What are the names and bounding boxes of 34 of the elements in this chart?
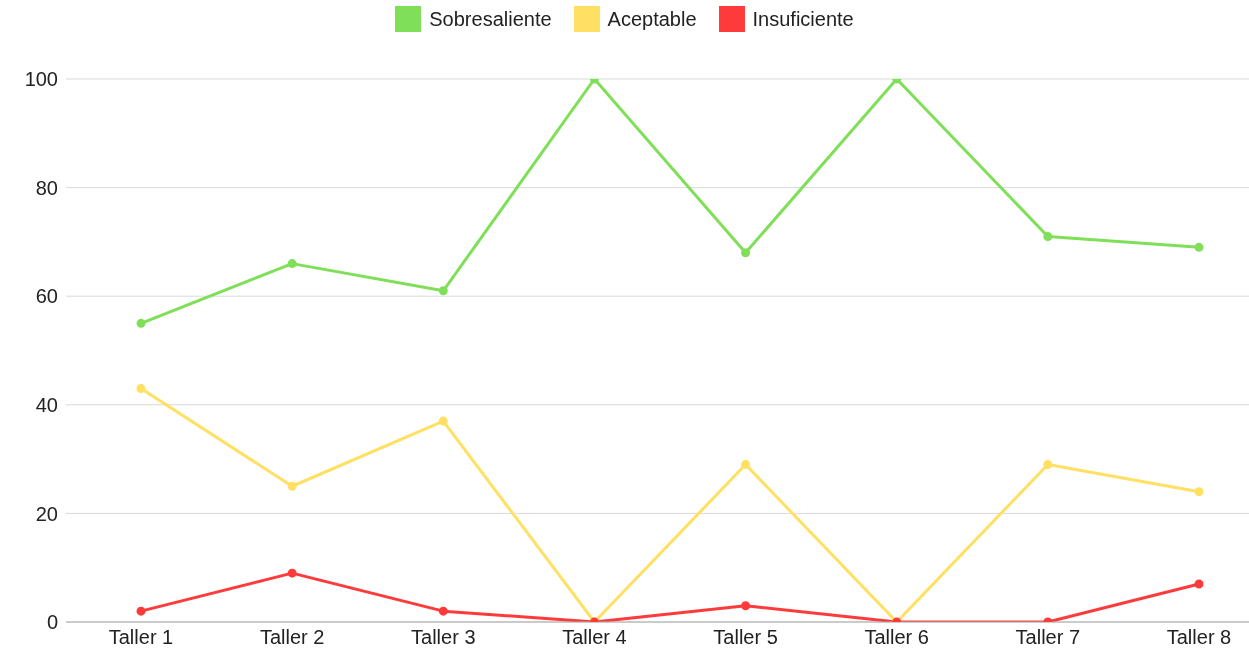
y-tick-label: 40 xyxy=(35,393,58,416)
point xyxy=(438,606,448,616)
x-tick-label: Taller 2 xyxy=(259,626,325,649)
legend-label: Sobresaliente xyxy=(428,6,552,32)
x-tick-label: Taller 7 xyxy=(1015,626,1081,649)
point xyxy=(438,416,448,426)
point xyxy=(287,259,297,269)
y-tick-label: 60 xyxy=(35,285,58,308)
point xyxy=(1194,242,1204,252)
x-tick-label: Taller 1 xyxy=(108,626,174,649)
y-tick-label: 20 xyxy=(35,502,58,525)
point xyxy=(1194,579,1204,589)
y-tick-label: 100 xyxy=(24,68,58,91)
point xyxy=(741,601,751,611)
legend-label: Insuficiente xyxy=(751,6,854,32)
x-tick-label: Taller 8 xyxy=(1166,626,1232,649)
point xyxy=(1194,487,1204,497)
point xyxy=(1043,460,1053,470)
x-tick-label: Taller 5 xyxy=(713,626,778,649)
point xyxy=(287,568,297,578)
point xyxy=(136,606,146,616)
y-tick-label: 0 xyxy=(46,611,58,634)
x-tick-label: Taller 6 xyxy=(864,626,929,649)
point xyxy=(1043,231,1053,241)
x-tick-label: Taller 4 xyxy=(562,626,627,649)
x-tick-label: Taller 3 xyxy=(411,626,476,649)
point xyxy=(741,248,751,258)
point xyxy=(741,460,751,470)
point xyxy=(136,384,146,394)
point xyxy=(438,286,448,296)
point xyxy=(136,318,146,328)
y-tick-label: 80 xyxy=(35,176,58,199)
legend-label: Aceptable xyxy=(606,6,697,32)
point xyxy=(287,481,297,491)
